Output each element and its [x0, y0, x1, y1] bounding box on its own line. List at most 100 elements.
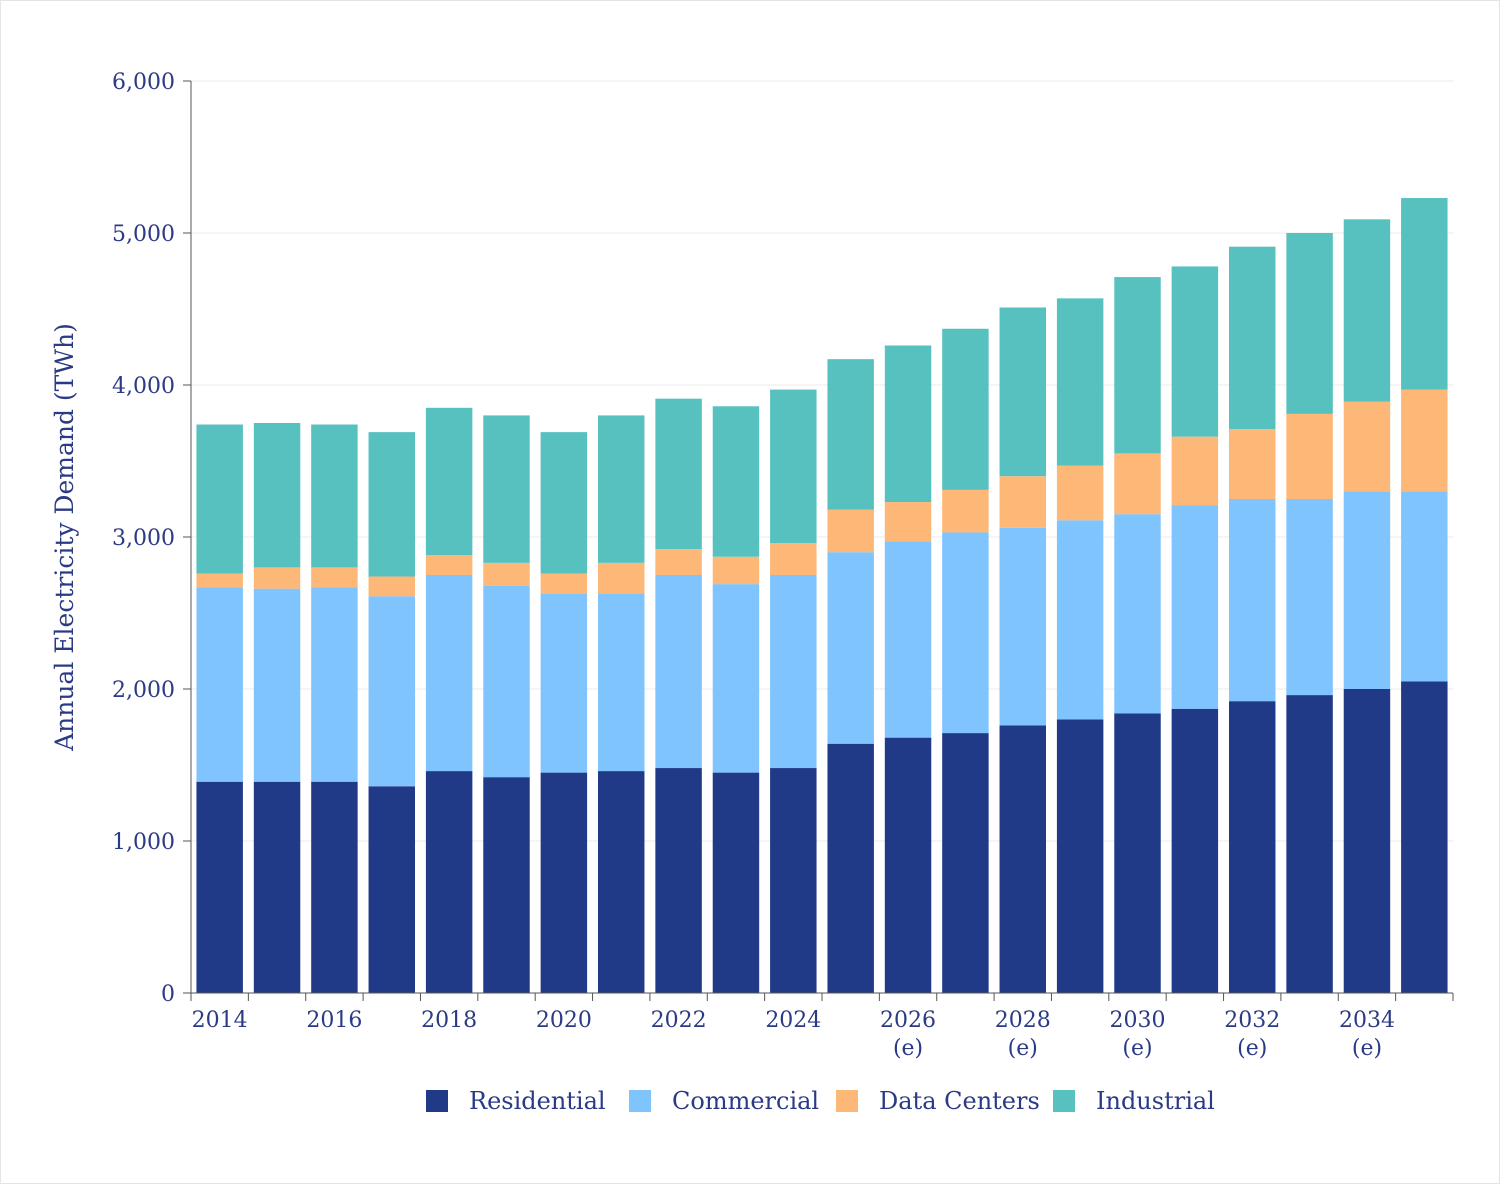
- legend-swatch: [1053, 1090, 1075, 1112]
- bar-data-centers-2016: [311, 567, 358, 588]
- bar-industrial-2021: [597, 415, 645, 563]
- bar-industrial-2034: [1343, 219, 1391, 402]
- x-tick-label: 2026: [880, 1008, 936, 1033]
- bar-residential-2020: [540, 772, 588, 993]
- bar-data-centers-2015: [253, 567, 301, 589]
- legend: Residential Commercial Data Centers Industr…: [426, 1087, 1215, 1115]
- bar-commercial-2019: [483, 585, 530, 778]
- x-tick-label: 2034: [1339, 1008, 1395, 1033]
- bar-data-centers-2020: [540, 573, 588, 594]
- y-axis-label: Annual Electricity Demand (TWh): [50, 323, 79, 752]
- bar-residential-2023: [712, 772, 760, 993]
- bar-residential-2031: [1171, 708, 1219, 993]
- bar-industrial-2032: [1228, 246, 1276, 430]
- bar-data-centers-2021: [597, 562, 645, 594]
- bar-commercial-2029: [1056, 520, 1104, 720]
- bar-industrial-2019: [483, 415, 530, 563]
- bar-residential-2022: [655, 768, 702, 993]
- bar-commercial-2031: [1171, 505, 1219, 709]
- bar-data-centers-2031: [1171, 436, 1219, 506]
- y-tick-label: 0: [161, 982, 175, 1007]
- bar-industrial-2033: [1286, 233, 1333, 414]
- bar-commercial-2014: [196, 587, 243, 782]
- x-tick-label: 2020: [536, 1008, 592, 1033]
- y-tick-label: 1,000: [112, 830, 175, 855]
- bar-commercial-2023: [712, 584, 760, 773]
- bar-commercial-2033: [1286, 499, 1333, 696]
- bar-industrial-2017: [368, 432, 416, 577]
- bar-commercial-2015: [253, 588, 301, 782]
- legend-swatch: [426, 1090, 448, 1112]
- bar-commercial-2020: [540, 593, 588, 773]
- bar-data-centers-2024: [770, 543, 817, 575]
- bar-data-centers-2032: [1228, 429, 1276, 499]
- bar-data-centers-2014: [196, 573, 243, 588]
- bar-industrial-2028: [999, 307, 1047, 477]
- bar-industrial-2025: [827, 359, 874, 510]
- bar-commercial-2035: [1401, 491, 1448, 682]
- legend-label: Industrial: [1096, 1087, 1215, 1115]
- bar-data-centers-2025: [827, 509, 874, 553]
- bars: [196, 198, 1448, 993]
- bar-residential-2033: [1286, 695, 1333, 993]
- bar-data-centers-2017: [368, 576, 416, 597]
- bar-residential-2035: [1401, 681, 1448, 993]
- bar-residential-2014: [196, 781, 243, 993]
- bar-residential-2017: [368, 786, 416, 993]
- bar-industrial-2018: [425, 407, 473, 556]
- bar-commercial-2026: [884, 541, 932, 738]
- bar-commercial-2021: [597, 593, 645, 772]
- bar-commercial-2022: [655, 575, 702, 769]
- x-tick-label-estimate: (e): [1122, 1036, 1152, 1061]
- bar-residential-2034: [1343, 689, 1391, 993]
- bar-data-centers-2030: [1114, 453, 1161, 515]
- bar-commercial-2028: [999, 527, 1047, 726]
- legend-item-residential: Residential: [426, 1087, 606, 1115]
- bar-residential-2018: [425, 771, 473, 993]
- bar-industrial-2016: [311, 424, 358, 568]
- bar-commercial-2016: [311, 587, 358, 782]
- bar-industrial-2031: [1171, 266, 1219, 437]
- legend-item-data-centers: Data Centers: [836, 1087, 1040, 1115]
- bar-data-centers-2035: [1401, 389, 1448, 492]
- bar-residential-2027: [942, 733, 989, 993]
- bar-data-centers-2034: [1343, 401, 1391, 492]
- bar-industrial-2027: [942, 328, 989, 490]
- legend-swatch: [836, 1090, 858, 1112]
- x-tick-label: 2014: [192, 1008, 248, 1033]
- bar-data-centers-2019: [483, 562, 530, 586]
- bar-commercial-2024: [770, 575, 817, 769]
- bar-residential-2029: [1056, 719, 1104, 993]
- bar-data-centers-2023: [712, 556, 760, 585]
- bar-industrial-2022: [655, 398, 702, 550]
- bar-residential-2016: [311, 781, 358, 993]
- bar-residential-2030: [1114, 713, 1161, 993]
- legend-swatch: [629, 1090, 651, 1112]
- bar-data-centers-2027: [942, 489, 989, 533]
- bar-commercial-2030: [1114, 514, 1161, 714]
- bar-industrial-2020: [540, 432, 588, 574]
- bar-commercial-2032: [1228, 499, 1276, 702]
- bar-residential-2024: [770, 768, 817, 993]
- bar-residential-2025: [827, 743, 874, 993]
- bar-data-centers-2033: [1286, 413, 1333, 499]
- bar-residential-2032: [1228, 701, 1276, 993]
- y-tick-label: 2,000: [112, 678, 175, 703]
- legend-item-industrial: Industrial: [1053, 1087, 1215, 1115]
- y-tick-label: 3,000: [112, 526, 175, 551]
- bar-residential-2021: [597, 771, 645, 993]
- x-tick-label-estimate: (e): [1352, 1036, 1382, 1061]
- x-tick-label-estimate: (e): [1237, 1036, 1267, 1061]
- bar-data-centers-2022: [655, 549, 702, 575]
- x-tick-label-estimate: (e): [893, 1036, 923, 1061]
- bar-commercial-2027: [942, 532, 989, 734]
- bar-commercial-2017: [368, 596, 416, 787]
- bar-data-centers-2029: [1056, 465, 1104, 521]
- x-tick-label: 2016: [306, 1008, 362, 1033]
- x-tick-label: 2032: [1224, 1008, 1280, 1033]
- x-tick-label: 2024: [765, 1008, 821, 1033]
- bar-industrial-2029: [1056, 298, 1104, 466]
- bar-residential-2028: [999, 725, 1047, 993]
